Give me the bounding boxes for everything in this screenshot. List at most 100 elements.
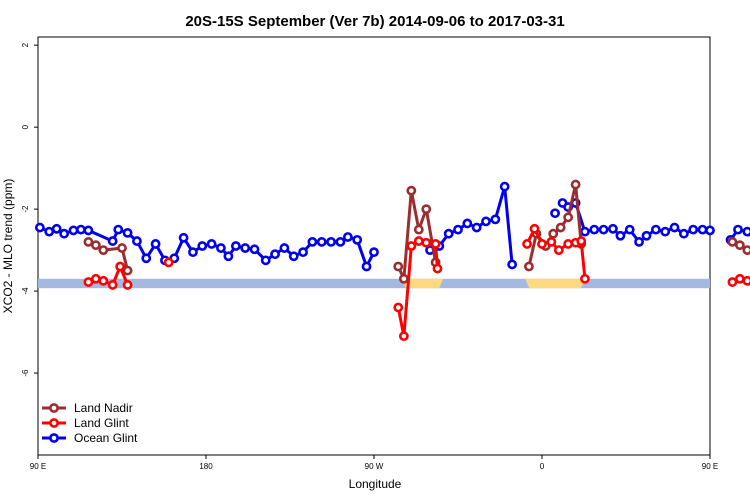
data-point bbox=[288, 251, 299, 262]
data-point bbox=[598, 224, 609, 235]
data-point bbox=[326, 237, 336, 247]
data-point bbox=[742, 226, 750, 237]
data-point bbox=[462, 218, 473, 229]
data-point bbox=[83, 225, 94, 236]
data-point bbox=[522, 239, 532, 249]
data-point bbox=[113, 224, 124, 235]
legend-swatch-marker bbox=[49, 403, 59, 413]
data-point bbox=[563, 239, 574, 249]
data-point bbox=[260, 255, 271, 266]
data-point bbox=[59, 228, 70, 239]
y-axis: 2 0 -2 -4 -6 bbox=[21, 42, 38, 377]
data-point bbox=[529, 223, 540, 234]
data-point bbox=[634, 237, 644, 247]
data-point bbox=[298, 247, 308, 258]
data-point bbox=[688, 224, 699, 235]
data-point bbox=[490, 214, 501, 225]
data-point bbox=[669, 222, 680, 233]
data-point bbox=[555, 222, 566, 233]
data-point bbox=[83, 277, 94, 287]
data-point bbox=[421, 237, 432, 248]
data-point bbox=[705, 225, 715, 236]
x-tick-label: 90 E bbox=[30, 462, 46, 471]
data-point bbox=[398, 273, 409, 284]
land-band bbox=[402, 278, 444, 289]
data-point bbox=[608, 223, 618, 234]
surface-band bbox=[38, 278, 710, 289]
data-point bbox=[641, 230, 652, 241]
x-axis: 90 E 180 90 W 0 90 E bbox=[30, 455, 718, 471]
y-tick-label: -4 bbox=[21, 287, 30, 295]
chart-title: 20S-15S September (Ver 7b) 2014-09-06 to… bbox=[185, 13, 564, 30]
data-point bbox=[624, 224, 635, 235]
data-point bbox=[393, 302, 404, 313]
data-point bbox=[733, 224, 743, 235]
data-point bbox=[406, 185, 417, 196]
data-point bbox=[163, 257, 174, 268]
y-tick-label: -6 bbox=[21, 369, 30, 377]
data-point bbox=[141, 253, 152, 264]
data-point bbox=[44, 226, 55, 237]
data-point bbox=[430, 239, 441, 249]
data-point bbox=[107, 280, 118, 290]
data-point bbox=[548, 228, 559, 239]
data-point bbox=[316, 237, 327, 247]
data-point bbox=[481, 216, 491, 227]
data-point bbox=[443, 228, 454, 239]
data-point bbox=[553, 245, 564, 255]
legend-swatch-marker bbox=[49, 418, 59, 428]
data-point bbox=[734, 240, 745, 251]
data-point bbox=[216, 243, 226, 253]
data-point bbox=[727, 237, 738, 247]
data-point bbox=[270, 249, 280, 260]
data-point bbox=[499, 181, 510, 192]
y-tick-label: 2 bbox=[21, 42, 30, 47]
data-point bbox=[406, 241, 417, 251]
data-point bbox=[580, 273, 590, 284]
data-point bbox=[393, 261, 404, 272]
data-point bbox=[421, 204, 432, 215]
data-point bbox=[734, 273, 745, 284]
data-point bbox=[537, 239, 547, 249]
data-point bbox=[122, 265, 133, 276]
data-point bbox=[650, 224, 661, 235]
series-line bbox=[429, 185, 514, 265]
data-point bbox=[107, 236, 118, 246]
y-axis-label: XCO2 - MLO trend (ppm) bbox=[1, 179, 15, 314]
data-point bbox=[576, 236, 587, 246]
data-point bbox=[307, 237, 318, 247]
data-point bbox=[150, 239, 161, 249]
data-point bbox=[398, 331, 409, 342]
legend-item: Land Glint bbox=[42, 416, 129, 430]
data-point bbox=[563, 212, 574, 223]
data-point bbox=[432, 263, 443, 274]
data-point bbox=[115, 261, 126, 272]
x-axis-label: Longitude bbox=[349, 477, 402, 491]
data-point bbox=[90, 273, 101, 284]
series-ocean-glint bbox=[34, 181, 750, 272]
x-tick-label: 90 W bbox=[365, 462, 384, 471]
y-tick-label: 0 bbox=[21, 124, 30, 129]
x-tick-label: 90 E bbox=[702, 462, 718, 471]
data-point bbox=[507, 259, 518, 270]
data-point bbox=[524, 261, 534, 272]
data-point bbox=[580, 226, 590, 237]
x-tick-label: 180 bbox=[199, 462, 213, 471]
x-tick-label: 0 bbox=[540, 462, 545, 471]
series-layer bbox=[34, 179, 750, 342]
data-point bbox=[546, 237, 557, 247]
data-point bbox=[660, 226, 671, 237]
data-point bbox=[83, 237, 94, 247]
data-point bbox=[342, 232, 353, 242]
data-point bbox=[98, 275, 109, 286]
data-point bbox=[240, 243, 251, 253]
series-land-glint bbox=[83, 223, 750, 342]
data-point bbox=[615, 230, 626, 241]
data-point bbox=[471, 222, 482, 233]
data-point bbox=[90, 240, 101, 251]
data-point bbox=[413, 224, 424, 235]
y-tick-label: -2 bbox=[21, 205, 30, 213]
data-point bbox=[117, 243, 127, 253]
data-point bbox=[223, 251, 234, 262]
data-point bbox=[197, 241, 208, 251]
